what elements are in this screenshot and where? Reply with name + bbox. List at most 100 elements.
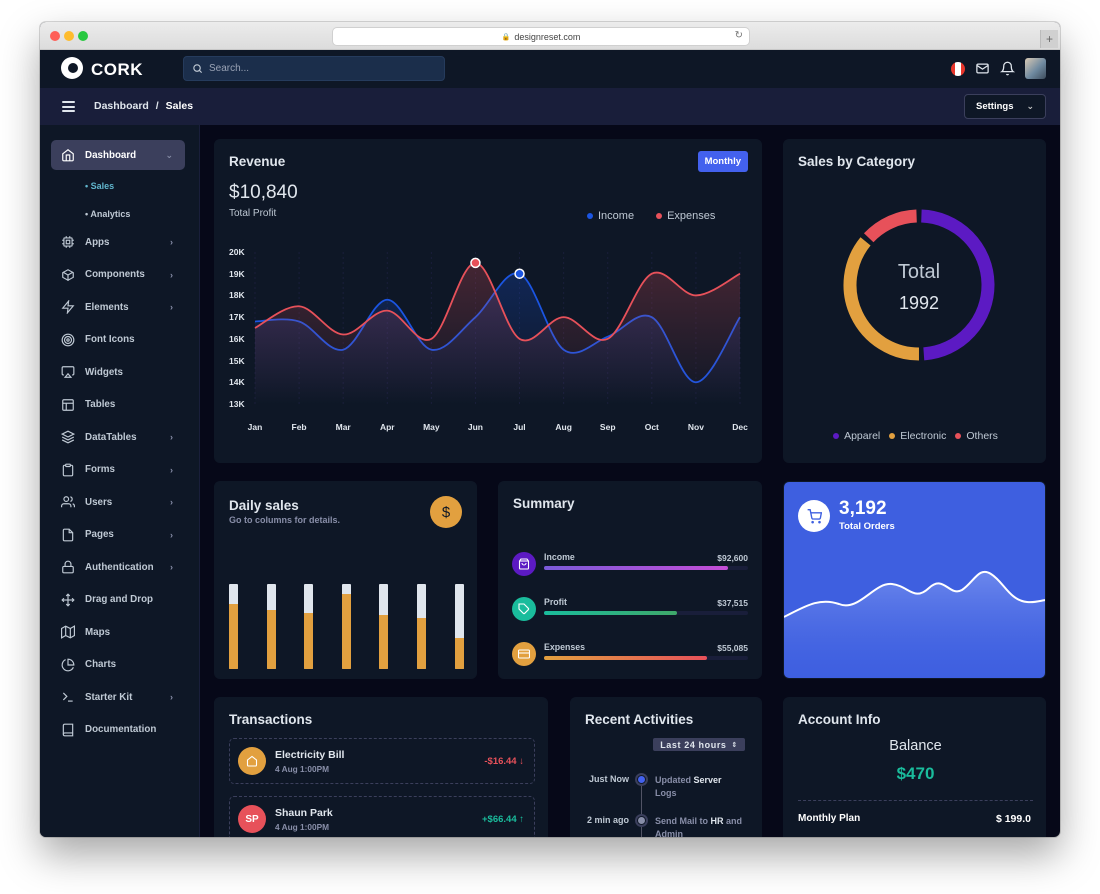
chevron-down-icon: ⌄ bbox=[1026, 101, 1034, 111]
menu-toggle-icon[interactable] bbox=[62, 101, 75, 112]
monthly-button[interactable]: Monthly bbox=[697, 151, 748, 172]
sub-header: Dashboard / Sales Settings ⌄ bbox=[40, 89, 1060, 125]
revenue-legend: Income Expenses bbox=[587, 210, 715, 222]
breadcrumb-parent[interactable]: Dashboard bbox=[94, 100, 149, 112]
total-orders-label: Total Orders bbox=[839, 521, 895, 532]
transaction-item[interactable]: Electricity Bill 4 Aug 1:00PM -$16.44 ↓ bbox=[229, 738, 535, 784]
activities-filter-dropdown[interactable]: Last 24 hours ⇕ bbox=[653, 738, 745, 751]
address-bar[interactable]: 🔒 designreset.com ↻ bbox=[333, 28, 749, 45]
breadcrumb-current: Sales bbox=[165, 100, 194, 112]
plan-label: Monthly Plan bbox=[798, 813, 861, 824]
sidebar-item-pages[interactable]: Pages › bbox=[51, 520, 185, 550]
sidebar-item-elements[interactable]: Elements › bbox=[51, 292, 185, 322]
close-window-button[interactable] bbox=[50, 31, 60, 41]
sidebar-item-widgets[interactable]: Widgets bbox=[51, 357, 185, 387]
bell-icon[interactable] bbox=[1000, 61, 1015, 76]
mail-icon[interactable] bbox=[975, 61, 990, 76]
sidebar-item-label: Maps bbox=[85, 626, 111, 638]
chevron-right-icon: › bbox=[170, 269, 173, 280]
y-tick-label: 14K bbox=[229, 377, 245, 388]
search-input[interactable] bbox=[209, 63, 429, 74]
highlight-point[interactable] bbox=[470, 257, 481, 269]
browser-window: 🔒 designreset.com ↻ + CORK Dashboard / S… bbox=[40, 22, 1060, 837]
search-box[interactable] bbox=[183, 56, 445, 81]
account-title: Account Info bbox=[798, 712, 881, 727]
daily-sales-bar[interactable] bbox=[454, 584, 464, 669]
sidebar-item-components[interactable]: Components › bbox=[51, 260, 185, 290]
daily-sales-bar-fill bbox=[229, 603, 238, 669]
activity-time: 2 min ago bbox=[586, 815, 629, 825]
brand-name[interactable]: CORK bbox=[91, 60, 144, 79]
sidebar-item-authentication[interactable]: Authentication › bbox=[51, 552, 185, 582]
sidebar-item-tables[interactable]: Tables bbox=[51, 390, 185, 420]
sidebar-item-forms[interactable]: Forms › bbox=[51, 455, 185, 485]
dollar-icon: $ bbox=[430, 496, 462, 528]
donut-slice-others[interactable] bbox=[863, 209, 918, 243]
sidebar-item-font-icons[interactable]: Font Icons bbox=[51, 325, 185, 355]
timeline-dot bbox=[635, 773, 648, 786]
total-profit-label: Total Profit bbox=[229, 208, 277, 219]
summary-row-profit: Profit $37,515 bbox=[512, 597, 748, 623]
daily-sales-bar[interactable] bbox=[379, 584, 389, 669]
sidebar-item-drag-and-drop[interactable]: Drag and Drop bbox=[51, 585, 185, 615]
highlight-point[interactable] bbox=[514, 268, 525, 279]
sidebar-item-label: Components bbox=[85, 269, 145, 280]
x-tick-label: Jun bbox=[467, 422, 484, 432]
home-icon bbox=[62, 149, 74, 162]
legend-expenses[interactable]: Expenses bbox=[656, 210, 715, 222]
breadcrumb: Dashboard / Sales bbox=[94, 100, 193, 112]
settings-label: Settings bbox=[976, 101, 1014, 112]
sidebar-item-apps[interactable]: Apps › bbox=[51, 227, 185, 257]
x-tick-label: Nov bbox=[687, 422, 704, 432]
arrow-up-icon: ↑ bbox=[519, 814, 524, 825]
sidebar-item-dashboard[interactable]: Dashboard ⌄ bbox=[51, 140, 185, 170]
sidebar-item-datatables[interactable]: DataTables › bbox=[51, 422, 185, 452]
legend-electronic[interactable]: Electronic bbox=[889, 430, 946, 442]
activity-text[interactable]: Updated Server Logs bbox=[655, 775, 722, 798]
donut-slice-electronic[interactable] bbox=[843, 237, 920, 361]
top-navbar: CORK bbox=[40, 50, 1060, 89]
daily-sales-title: Daily sales bbox=[229, 498, 299, 513]
chevron-down-icon: ⌄ bbox=[165, 149, 173, 160]
maximize-window-button[interactable] bbox=[78, 31, 88, 41]
legend-income[interactable]: Income bbox=[587, 210, 634, 222]
sidebar-item-label: DataTables bbox=[85, 431, 137, 443]
daily-sales-bar[interactable] bbox=[266, 584, 276, 669]
legend-others[interactable]: Others bbox=[955, 430, 998, 442]
daily-sales-bar[interactable] bbox=[417, 584, 426, 669]
legend-label: Electronic bbox=[900, 430, 947, 442]
x-tick-label: Aug bbox=[555, 422, 572, 432]
sidebar-item-label: Tables bbox=[85, 399, 116, 410]
new-tab-button[interactable]: + bbox=[1040, 30, 1058, 48]
daily-sales-bar[interactable] bbox=[304, 584, 314, 669]
sidebar-item-starter-kit[interactable]: Starter Kit › bbox=[51, 682, 185, 712]
submenu-item-analytics[interactable]: • Analytics bbox=[85, 209, 131, 219]
activity-text[interactable]: Send Mail to HR and Admin bbox=[655, 816, 743, 837]
y-tick-label: 16K bbox=[229, 333, 245, 344]
shopping-bag-icon bbox=[512, 552, 536, 576]
sidebar-item-documentation[interactable]: Documentation bbox=[51, 715, 185, 745]
user-avatar[interactable] bbox=[1025, 58, 1046, 79]
transaction-item[interactable]: SP Shaun Park 4 Aug 1:00PM +$66.44 ↑ bbox=[229, 796, 535, 837]
legend-apparel[interactable]: Apparel bbox=[833, 430, 880, 442]
expenses-area bbox=[255, 262, 740, 404]
sidebar-item-maps[interactable]: Maps bbox=[51, 617, 185, 647]
terminal-icon bbox=[62, 692, 73, 702]
submenu-item-sales[interactable]: • Sales bbox=[85, 181, 115, 191]
settings-dropdown[interactable]: Settings ⌄ bbox=[964, 94, 1046, 119]
sidebar-item-users[interactable]: Users › bbox=[51, 487, 185, 517]
daily-sales-bar[interactable] bbox=[341, 584, 351, 669]
summary-label: Profit bbox=[544, 597, 567, 607]
sidebar-item-label: Elements bbox=[85, 301, 129, 313]
summary-label: Expenses bbox=[544, 642, 586, 652]
canada-flag-icon[interactable] bbox=[951, 61, 965, 76]
sidebar-item-charts[interactable]: Charts bbox=[51, 650, 185, 680]
donut-slice-apparel[interactable] bbox=[921, 209, 995, 361]
summary-progress-track bbox=[544, 566, 748, 570]
reload-icon[interactable]: ↻ bbox=[734, 30, 743, 41]
daily-sales-bar[interactable] bbox=[229, 584, 238, 669]
brand-logo-icon[interactable] bbox=[61, 57, 83, 79]
target-icon bbox=[61, 333, 75, 346]
minimize-window-button[interactable] bbox=[64, 31, 74, 41]
browser-titlebar: 🔒 designreset.com ↻ + bbox=[40, 22, 1060, 50]
